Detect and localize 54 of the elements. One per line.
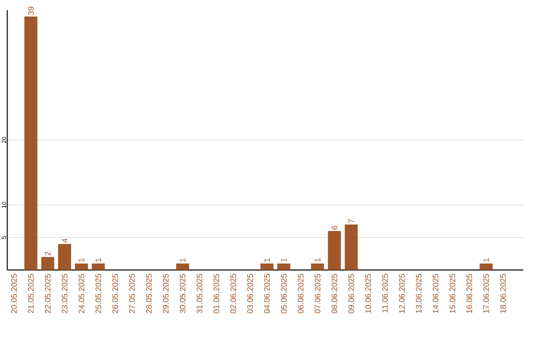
bar xyxy=(176,264,190,270)
x-tick-label: 03.06.2025 xyxy=(247,274,253,314)
x-tick-label: 11.06.2025 xyxy=(382,274,388,312)
x-tick-label: 24.05.2025 xyxy=(78,274,84,314)
data-label: 7 xyxy=(348,219,354,223)
x-tick-label: 18.06.2025 xyxy=(500,274,506,313)
bar xyxy=(74,264,88,270)
x-tick-label: 31.05.2025 xyxy=(196,274,202,314)
x-tick-label: 16.06.2025 xyxy=(466,274,472,313)
x-tick-label: 04.06.2025 xyxy=(264,274,270,314)
data-label: 1 xyxy=(314,258,320,262)
bar xyxy=(311,264,324,270)
x-tick-label: 02.06.2025 xyxy=(230,274,236,314)
x-tick-label: 23.05.2025 xyxy=(62,274,68,314)
x-tick-label: 06.06.2025 xyxy=(298,274,304,314)
x-tick-label: 21.05.2025 xyxy=(28,274,34,314)
x-tick-label: 10.06.2025 xyxy=(365,274,371,313)
x-tick-label: 30.05.2025 xyxy=(180,274,186,314)
bar xyxy=(480,264,493,270)
data-label: 39 xyxy=(28,6,34,15)
data-label: 6 xyxy=(332,226,338,230)
bar xyxy=(277,264,290,270)
x-tick-label: 29.05.2025 xyxy=(162,274,169,314)
x-tick-label: 14.06.2025 xyxy=(432,274,438,313)
x-tick-label: 15.06.2025 xyxy=(450,274,456,313)
data-label: 4 xyxy=(62,238,68,243)
x-tick-label: 05.06.2025 xyxy=(280,274,287,314)
x-tick-label: 17.06.2025 xyxy=(483,274,489,313)
x-tick-label: 08.06.2025 xyxy=(332,274,338,314)
data-label: 1 xyxy=(96,258,102,262)
bar xyxy=(344,224,358,270)
bar xyxy=(41,257,54,270)
data-label: 2 xyxy=(44,252,51,256)
bar xyxy=(58,244,72,270)
data-label: 1 xyxy=(180,258,186,262)
x-tick-label: 26.05.2025 xyxy=(112,274,118,314)
bar xyxy=(24,16,38,270)
x-tick-label: 28.05.2025 xyxy=(146,274,152,314)
x-tick-label: 09.06.2025 xyxy=(348,274,354,314)
x-tick-label: 01.06.2025 xyxy=(214,274,220,314)
x-tick-label: 27.05.2025 xyxy=(129,274,135,314)
data-label: 1 xyxy=(78,258,84,262)
x-tick-label: 25.05.2025 xyxy=(95,274,102,314)
data-label: 1 xyxy=(483,258,489,262)
x-tick-label: 20.05.2025 xyxy=(11,274,17,314)
x-tick-label: 12.06.2025 xyxy=(399,274,405,313)
bar xyxy=(92,264,105,270)
x-tick-label: 07.06.2025 xyxy=(314,274,320,314)
data-label: 1 xyxy=(264,258,270,262)
x-tick-label: 13.06.2025 xyxy=(416,274,422,313)
x-tick-label: 22.05.2025 xyxy=(44,274,51,314)
bar xyxy=(328,231,341,270)
bar xyxy=(260,264,274,270)
data-label: 1 xyxy=(281,258,287,262)
